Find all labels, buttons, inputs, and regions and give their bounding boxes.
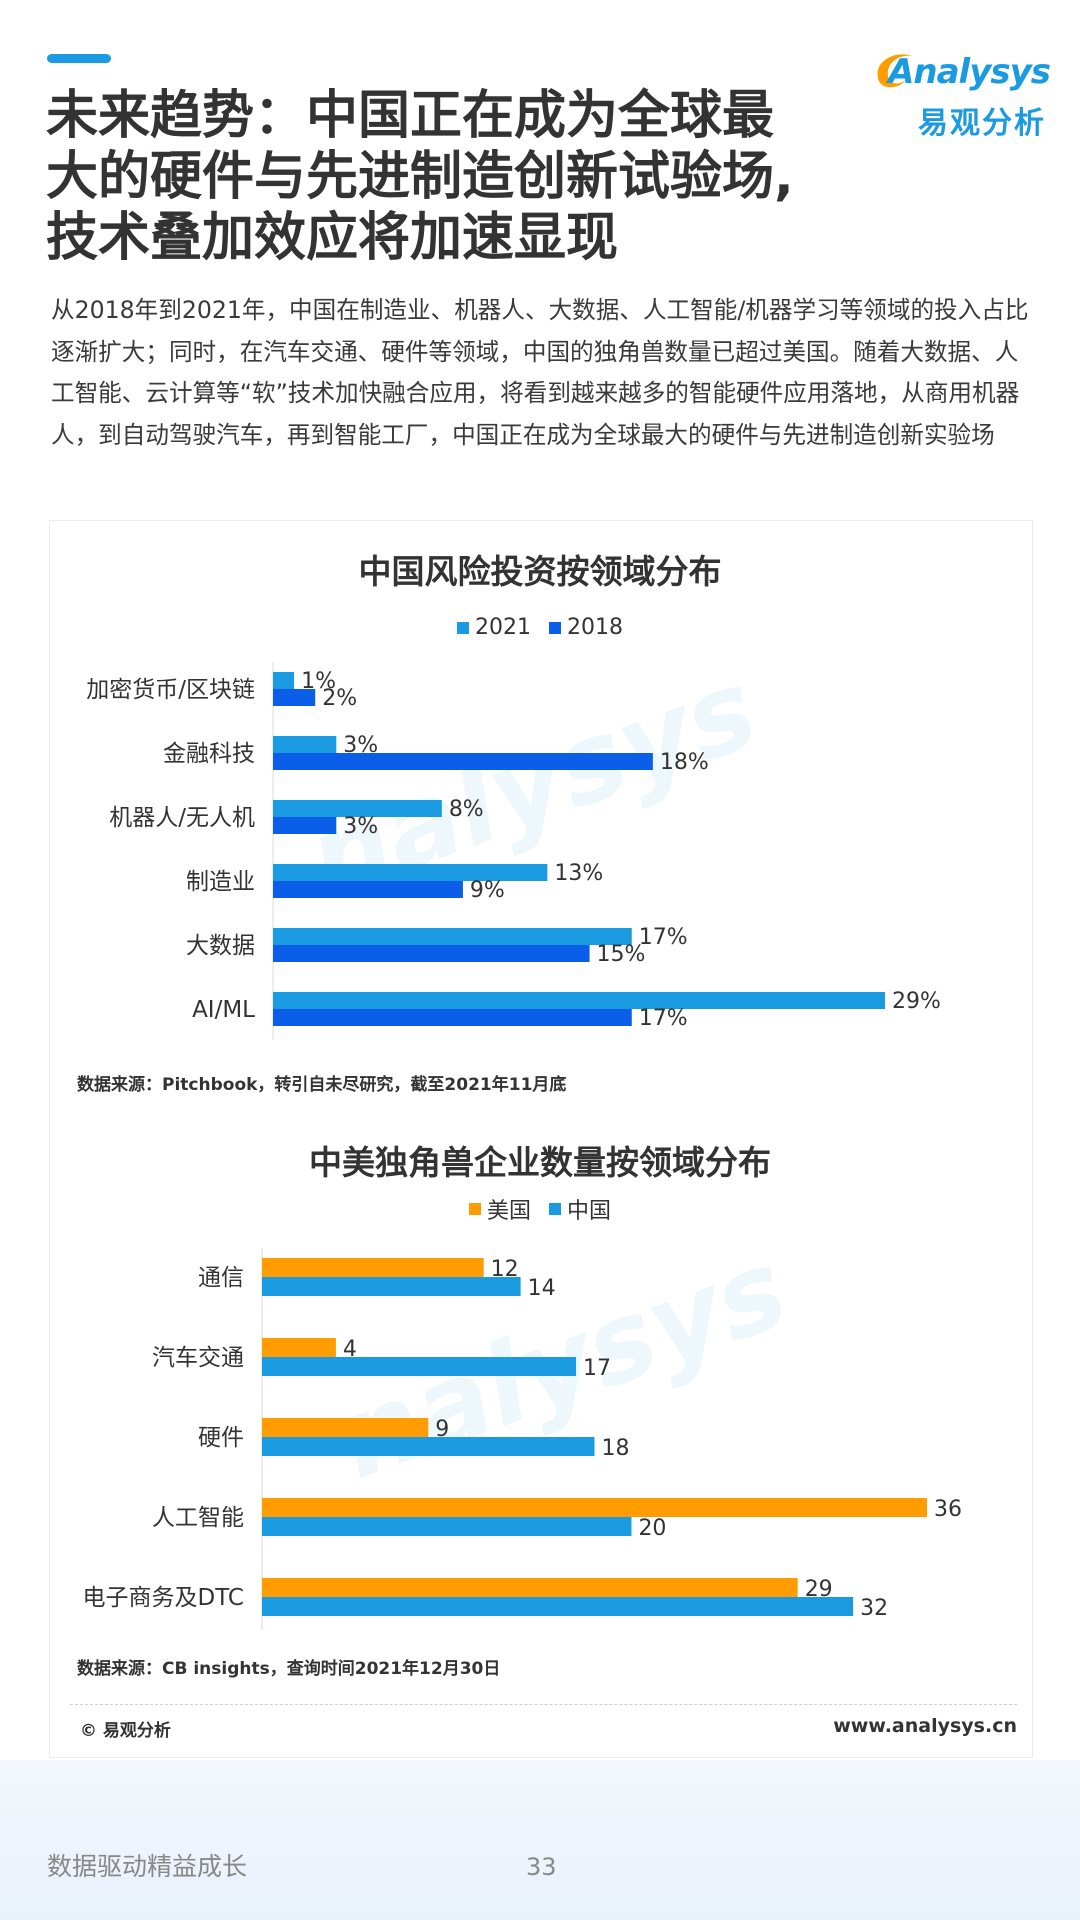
data-label: 17%: [639, 925, 688, 950]
data-label: 13%: [554, 861, 603, 886]
bar: [273, 672, 295, 689]
legend-swatch: [468, 1203, 481, 1215]
chart-legend: 2021 2018: [0, 615, 1080, 640]
bar: [273, 928, 632, 945]
legend-label: 中国: [567, 1199, 612, 1224]
logo-chinese-name: 易观分析: [918, 106, 1046, 141]
bar: [273, 689, 316, 706]
accent-bar: [47, 54, 111, 63]
footer-tagline: 数据驱动精益成长: [47, 1852, 248, 1881]
bar: [262, 1277, 521, 1296]
data-label: 17%: [639, 1006, 688, 1031]
legend-swatch: [549, 621, 561, 634]
data-label: 15%: [597, 942, 646, 967]
bar: [262, 1517, 632, 1536]
legend-item: 2021: [457, 615, 531, 640]
legend-item: 2018: [549, 615, 623, 640]
chart-legend: 美国 中国: [0, 1193, 1080, 1225]
category-label: 人工智能: [152, 1505, 244, 1531]
title-line: 未来趋势：中国正在成为全球最: [46, 86, 775, 146]
bar: [273, 753, 653, 770]
chart-source: 数据来源：Pitchbook，转引自未尽研究，截至2021年11月底: [77, 1075, 567, 1095]
footer-divider: [70, 1704, 1017, 1705]
bar: [273, 992, 885, 1009]
title-line: 大的硬件与先进制造创新试验场,: [46, 147, 794, 207]
legend-item: 美国: [468, 1193, 531, 1225]
logo-wordmark: Analysys: [888, 52, 1051, 92]
vc-sector-bar-chart: 加密货币/区块链 1%2%金融科技 3%18%机器人/无人机 8%3%制造业 13%9%…: [86, 662, 941, 1040]
data-label: 29%: [892, 989, 941, 1014]
category-label: AI/ML: [192, 997, 255, 1023]
bar: [262, 1357, 577, 1376]
charts-panel: [49, 520, 1033, 1758]
intro-paragraph: 从2018年到2021年，中国在制造业、机器人、大数据、人工智能/机器学习等领域…: [51, 296, 1029, 449]
copyright: © 易观分析: [80, 1721, 171, 1741]
logo-swoosh-icon: [877, 54, 912, 88]
legend-swatch: [457, 621, 469, 634]
bar: [273, 817, 337, 834]
bar: [273, 945, 590, 962]
data-label: 9: [435, 1417, 449, 1442]
category-label: 电子商务及DTC: [83, 1585, 244, 1611]
data-label: 18%: [660, 750, 709, 775]
title-line: 技术叠加效应将加速显现: [46, 208, 619, 268]
category-label: 硬件: [198, 1425, 244, 1451]
bar: [262, 1258, 484, 1277]
legend-label: 2021: [475, 615, 531, 640]
bar: [262, 1498, 927, 1517]
data-label: 18: [602, 1436, 630, 1461]
footer-band: [0, 1760, 1080, 1920]
category-label: 汽车交通: [152, 1345, 244, 1371]
data-label: 9%: [470, 878, 505, 903]
bar: [262, 1418, 429, 1437]
legend-label: 2018: [567, 615, 623, 640]
data-label: 2%: [322, 686, 357, 711]
chart-source: 数据来源：CB insights，查询时间2021年12月30日: [77, 1659, 501, 1679]
data-label: 36: [934, 1497, 962, 1522]
category-label: 金融科技: [163, 741, 255, 767]
category-label: 机器人/无人机: [109, 805, 255, 831]
data-label: 4: [343, 1337, 357, 1362]
legend-swatch: [549, 1203, 561, 1215]
bar: [262, 1338, 336, 1357]
legend-label: 美国: [486, 1199, 531, 1224]
data-label: 8%: [449, 797, 484, 822]
page-number: 33: [526, 1853, 557, 1881]
page-title: 未来趋势：中国正在成为全球最 大的硬件与先进制造创新试验场, 技术叠加效应将加速…: [46, 86, 906, 269]
data-label: 20: [638, 1516, 666, 1541]
data-label: 32: [860, 1596, 888, 1621]
category-label: 大数据: [186, 933, 255, 959]
category-label: 通信: [198, 1265, 244, 1291]
bar: [273, 881, 463, 898]
data-label: 14: [528, 1276, 556, 1301]
category-label: 制造业: [186, 869, 255, 895]
bar: [273, 1009, 632, 1026]
bar: [262, 1597, 854, 1616]
chart-title: 中美独角兽企业数量按领域分布: [309, 1143, 771, 1182]
bar: [273, 864, 548, 881]
website-url: www.analysys.cn: [833, 1715, 1017, 1737]
data-label: 17: [583, 1356, 611, 1381]
bar: [273, 800, 442, 817]
chart-title: 中国风险投资按领域分布: [358, 552, 722, 591]
data-label: 3%: [343, 814, 378, 839]
bar: [262, 1437, 595, 1456]
category-label: 加密货币/区块链: [86, 677, 255, 703]
bar: [273, 736, 337, 753]
legend-item: 中国: [549, 1193, 611, 1225]
bar: [262, 1578, 798, 1597]
brand-logo: Analysys 易观分析: [870, 48, 1051, 141]
